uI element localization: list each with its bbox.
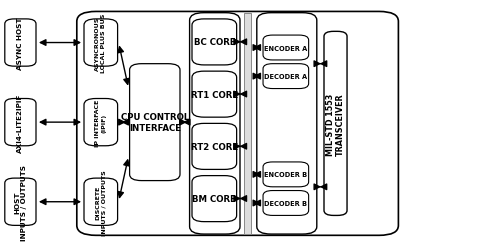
FancyArrowPatch shape <box>253 46 261 51</box>
Text: ASYNC HOST: ASYNC HOST <box>17 17 24 70</box>
Text: BC CORE: BC CORE <box>193 38 235 47</box>
Text: ENCODER A: ENCODER A <box>264 45 308 51</box>
Text: IP INTERFACE
(IPIF): IP INTERFACE (IPIF) <box>96 99 106 146</box>
FancyArrowPatch shape <box>314 184 327 190</box>
Text: MIL-STD 1553
TRANSCEIVER: MIL-STD 1553 TRANSCEIVER <box>326 93 345 155</box>
FancyBboxPatch shape <box>192 20 237 66</box>
FancyArrowPatch shape <box>314 62 327 67</box>
FancyArrowPatch shape <box>253 172 261 178</box>
FancyBboxPatch shape <box>192 176 237 222</box>
Bar <box>244 14 251 234</box>
Text: CPU CONTROL
INTERFACE: CPU CONTROL INTERFACE <box>120 113 189 132</box>
FancyArrowPatch shape <box>253 200 261 206</box>
FancyBboxPatch shape <box>84 20 118 67</box>
FancyBboxPatch shape <box>5 178 36 226</box>
Text: HOST
INPUTS / OUTPUTS: HOST INPUTS / OUTPUTS <box>14 164 27 240</box>
FancyArrowPatch shape <box>234 92 247 98</box>
FancyArrowPatch shape <box>234 40 247 46</box>
Text: DISCRETE
INPUTS / OUTPUTS: DISCRETE INPUTS / OUTPUTS <box>96 169 106 235</box>
Text: ENCODER B: ENCODER B <box>264 172 307 178</box>
FancyBboxPatch shape <box>263 162 309 187</box>
FancyBboxPatch shape <box>192 72 237 118</box>
Text: DECODER A: DECODER A <box>264 74 307 80</box>
Text: DECODER B: DECODER B <box>264 200 307 206</box>
FancyBboxPatch shape <box>84 178 118 226</box>
FancyArrowPatch shape <box>253 74 261 80</box>
Text: RT2 CORE: RT2 CORE <box>191 142 238 151</box>
FancyArrowPatch shape <box>118 48 129 85</box>
FancyBboxPatch shape <box>257 14 317 234</box>
FancyBboxPatch shape <box>263 64 309 89</box>
FancyArrowPatch shape <box>119 120 129 126</box>
FancyBboxPatch shape <box>5 99 36 146</box>
FancyBboxPatch shape <box>77 12 398 235</box>
FancyArrowPatch shape <box>180 120 190 126</box>
Text: AXI4-LITE2IPIF: AXI4-LITE2IPIF <box>17 93 24 152</box>
FancyBboxPatch shape <box>5 20 36 67</box>
Text: ASYNCRONOUS
LOCAL PLUS BUS: ASYNCRONOUS LOCAL PLUS BUS <box>96 14 106 73</box>
FancyArrowPatch shape <box>118 160 129 198</box>
FancyArrowPatch shape <box>234 144 247 150</box>
FancyBboxPatch shape <box>263 191 309 216</box>
Text: BM CORE: BM CORE <box>192 194 236 203</box>
FancyBboxPatch shape <box>190 14 240 234</box>
FancyBboxPatch shape <box>263 36 309 61</box>
FancyArrowPatch shape <box>40 120 80 126</box>
FancyBboxPatch shape <box>84 99 118 146</box>
FancyArrowPatch shape <box>40 199 80 205</box>
FancyBboxPatch shape <box>130 64 180 181</box>
FancyArrowPatch shape <box>40 40 80 46</box>
Text: RT1 CORE: RT1 CORE <box>191 90 238 99</box>
FancyBboxPatch shape <box>324 32 347 216</box>
FancyBboxPatch shape <box>192 124 237 170</box>
FancyArrowPatch shape <box>234 196 247 202</box>
